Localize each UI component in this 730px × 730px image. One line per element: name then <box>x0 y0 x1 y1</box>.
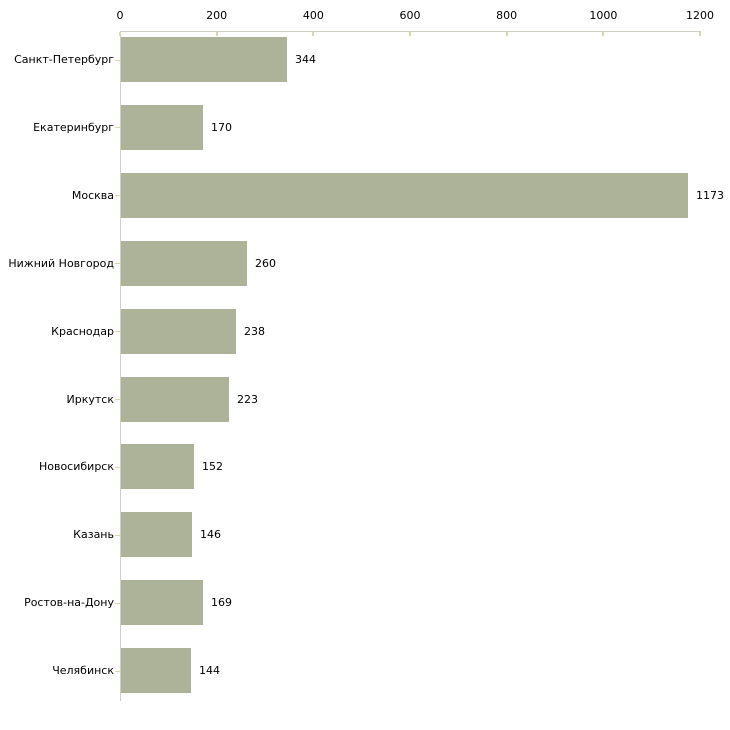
category-label: Санкт-Петербург <box>14 53 114 66</box>
value-label: 260 <box>255 256 276 270</box>
bar <box>121 376 229 422</box>
y-axis-line <box>120 31 121 701</box>
x-tick-label: 400 <box>302 9 324 22</box>
y-tick-mark <box>115 535 120 536</box>
x-tick-label: 200 <box>206 9 228 22</box>
x-tick-mark <box>505 32 508 36</box>
x-axis-line <box>120 31 701 32</box>
bar <box>121 444 194 490</box>
value-label: 144 <box>199 664 220 678</box>
y-tick-mark <box>115 263 120 264</box>
value-label: 170 <box>211 120 232 134</box>
category-label: Челябинск <box>52 664 114 678</box>
y-tick-mark <box>115 331 120 332</box>
bar <box>121 580 203 626</box>
bar <box>121 240 247 286</box>
y-tick-mark <box>115 671 120 672</box>
y-tick-mark <box>115 467 120 468</box>
value-label: 1173 <box>696 188 724 202</box>
category-label: Москва <box>71 188 114 202</box>
y-tick-mark <box>115 399 120 400</box>
y-tick-mark <box>115 60 120 61</box>
category-label: Екатеринбург <box>33 120 114 134</box>
x-tick-label: 800 <box>496 9 518 22</box>
category-label: Казань <box>73 528 114 542</box>
x-tick-label: 0 <box>116 9 124 22</box>
category-label: Нижний Новгород <box>8 256 114 270</box>
category-label: Иркутск <box>66 392 114 406</box>
y-tick-mark <box>115 603 120 604</box>
bar <box>121 648 191 694</box>
bar <box>121 104 203 150</box>
x-tick-label: 1200 <box>686 9 714 22</box>
value-label: 152 <box>202 460 223 474</box>
value-label: 238 <box>244 324 265 338</box>
category-label: Краснодар <box>51 324 114 338</box>
bar <box>121 308 236 354</box>
category-label: Ростов-на-Дону <box>24 596 114 610</box>
x-tick-label: 600 <box>399 9 421 22</box>
bar <box>121 172 688 218</box>
category-label: Новосибирск <box>38 460 114 474</box>
x-tick-mark <box>409 32 411 36</box>
bar <box>121 512 192 558</box>
value-label: 146 <box>200 528 221 542</box>
x-tick-mark <box>312 32 315 36</box>
x-tick-mark <box>602 32 605 36</box>
y-tick-mark <box>115 127 120 128</box>
x-tick-mark <box>215 32 218 36</box>
y-tick-mark <box>115 195 120 196</box>
value-label: 169 <box>211 596 232 610</box>
value-label: 344 <box>295 53 316 66</box>
bar <box>121 37 287 82</box>
value-label: 223 <box>237 392 258 406</box>
x-tick-label: 1000 <box>589 9 618 22</box>
x-tick-mark <box>119 32 121 36</box>
x-tick-mark <box>699 32 701 36</box>
